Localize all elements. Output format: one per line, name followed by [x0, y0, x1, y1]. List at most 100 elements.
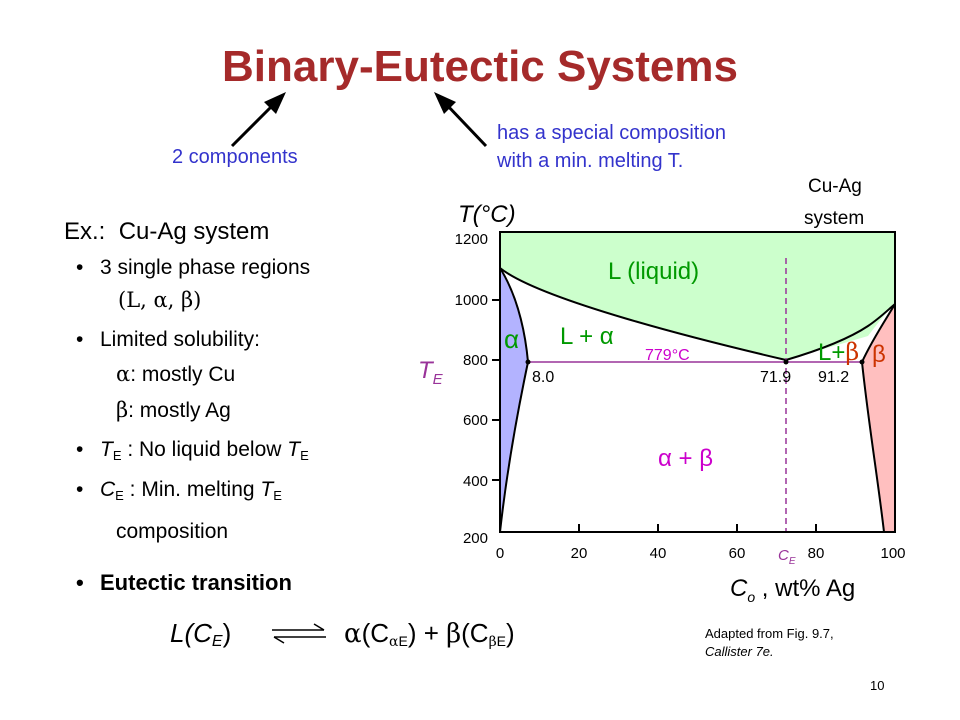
xlabel-60: 60 — [729, 545, 746, 562]
eq-right: α(CαE) + β(CβE) — [344, 618, 515, 650]
page-number: 10 — [870, 678, 885, 693]
bullet-te: • TE : No liquid below TE — [76, 438, 309, 463]
beta-line: β: mostly Ag — [116, 398, 231, 423]
two-phase-area — [500, 268, 895, 532]
xlabel-0: 0 — [496, 545, 504, 562]
arrow-right-head — [434, 92, 456, 114]
eq-beta-subgreek: β — [488, 634, 497, 650]
region-beta-label: β — [872, 341, 886, 368]
xlabel-ce-main: C — [778, 547, 789, 564]
eq-left: L(CE) — [170, 618, 231, 651]
ylabel-200: 200 — [463, 530, 488, 547]
ylabel-400: 400 — [463, 473, 488, 490]
example-label: Ex.: — [64, 218, 106, 245]
eq-beta-paren: (C — [461, 618, 489, 648]
xlabel-20: 20 — [571, 545, 588, 562]
ce-end-sub: E — [273, 488, 282, 503]
eq-alpha-close: ) + — [407, 618, 447, 648]
ce-sub: E — [115, 488, 124, 503]
te-desc: : No liquid below — [121, 438, 288, 461]
ylabel-800: 800 — [463, 352, 488, 369]
region-l-alpha-label: L + α — [560, 323, 614, 350]
eq-alpha: α — [344, 619, 362, 649]
bullet1-phases: (L, α, β) — [118, 288, 202, 312]
eq-left-main: L(C — [170, 618, 212, 648]
xlabel-100: 100 — [880, 545, 905, 562]
alpha-desc: : mostly Cu — [130, 363, 236, 386]
beta-region — [860, 300, 896, 533]
te-axis-sub: E — [433, 371, 444, 388]
ylabel-1200: 1200 — [455, 231, 488, 248]
eq-beta-close: ) — [506, 618, 515, 648]
eq-beta-sub: E — [496, 633, 507, 649]
x-axis-title-rest: , wt% Ag — [755, 575, 855, 602]
x-ticks — [578, 524, 817, 532]
ylabel-1000: 1000 — [455, 292, 488, 309]
ce-end: T — [260, 478, 274, 501]
region-l-beta-b: β — [845, 338, 859, 366]
te-axis-main: T — [418, 357, 435, 384]
system-label-1: Cu-Ag — [808, 176, 862, 197]
eutectic-heading: • Eutectic transition — [76, 570, 292, 595]
bullet-solubility: • Limited solubility: — [76, 328, 260, 351]
bullet2-text: Limited solubility: — [100, 328, 260, 351]
eq-alpha-paren: (C — [361, 618, 389, 648]
region-l-beta-label: L+β — [818, 338, 859, 366]
page-title: Binary-Eutectic Systems — [222, 42, 738, 91]
arrow-left-head — [264, 92, 286, 114]
xlabel-80: 80 — [808, 545, 825, 562]
te-symbol: T — [100, 438, 113, 461]
y-axis-title: T(°C) — [458, 201, 516, 228]
credit-line-1: Adapted from Fig. 9.7, — [705, 626, 834, 641]
beta-desc: : mostly Ag — [128, 399, 231, 422]
eq-alpha-sub: E — [398, 633, 408, 649]
beta-eutectic-point — [859, 359, 865, 365]
bullet-single-phase: • 3 single phase regions — [76, 256, 311, 279]
alpha-line: α: mostly Cu — [116, 362, 235, 387]
note-special-2: with a min. melting T. — [497, 150, 684, 172]
note-components: 2 components — [172, 146, 298, 168]
credit-line-2: Callister 7e. — [705, 644, 774, 659]
bullet-ce: • CE : Min. melting TE — [76, 478, 282, 503]
eq-beta: β — [446, 619, 462, 649]
xlabel-40: 40 — [650, 545, 667, 562]
note-special-1: has a special composition — [497, 122, 727, 144]
eq-left-close: ) — [222, 618, 232, 648]
eq-arrow-bottom-head — [273, 636, 285, 644]
comp-alpha-label: 8.0 — [532, 369, 554, 386]
te-axis-label: TE — [418, 357, 444, 388]
eutectic-temp-label: 779°C — [645, 347, 690, 364]
example-system: Cu-Ag system — [118, 218, 270, 245]
x-axis-title-main: C — [730, 575, 748, 602]
eutectic-point — [783, 359, 789, 365]
te-end: T — [287, 438, 301, 461]
equilibrium-arrows — [272, 623, 326, 644]
xlabel-ce-sub: E — [789, 556, 796, 567]
region-alpha-beta-label: α + β — [658, 445, 713, 472]
bullet1-text: single phase regions — [117, 256, 311, 279]
x-axis-title: Co , wt% Ag — [730, 575, 855, 605]
eq-left-sub: E — [211, 633, 223, 650]
alpha-region — [499, 264, 530, 533]
eq-alpha-subgreek: α — [389, 634, 399, 650]
plot-frame — [499, 231, 896, 533]
liquidus-right — [785, 303, 896, 361]
arrow-right-line — [444, 102, 488, 148]
eutectic-heading-text: Eutectic transition — [100, 570, 292, 595]
example-heading: Ex.: Cu-Ag system — [64, 218, 269, 246]
te-sub: E — [112, 448, 122, 463]
ce-desc: : Min. melting — [123, 478, 261, 501]
ylabel-600: 600 — [463, 412, 488, 429]
x-axis-title-sub: o — [747, 589, 755, 605]
te-end-sub: E — [300, 448, 309, 463]
comp-eutectic-label: 71.9 — [760, 369, 791, 386]
eq-arrow-top-head — [313, 623, 325, 631]
arrow-left-line — [230, 102, 276, 148]
y-ticks — [492, 299, 500, 481]
alpha-eutectic-point — [525, 359, 531, 365]
system-label-2: system — [804, 208, 864, 229]
liquidus-left — [499, 267, 787, 361]
region-alpha-label: α — [504, 324, 519, 354]
alpha-symbol: α — [116, 362, 131, 386]
